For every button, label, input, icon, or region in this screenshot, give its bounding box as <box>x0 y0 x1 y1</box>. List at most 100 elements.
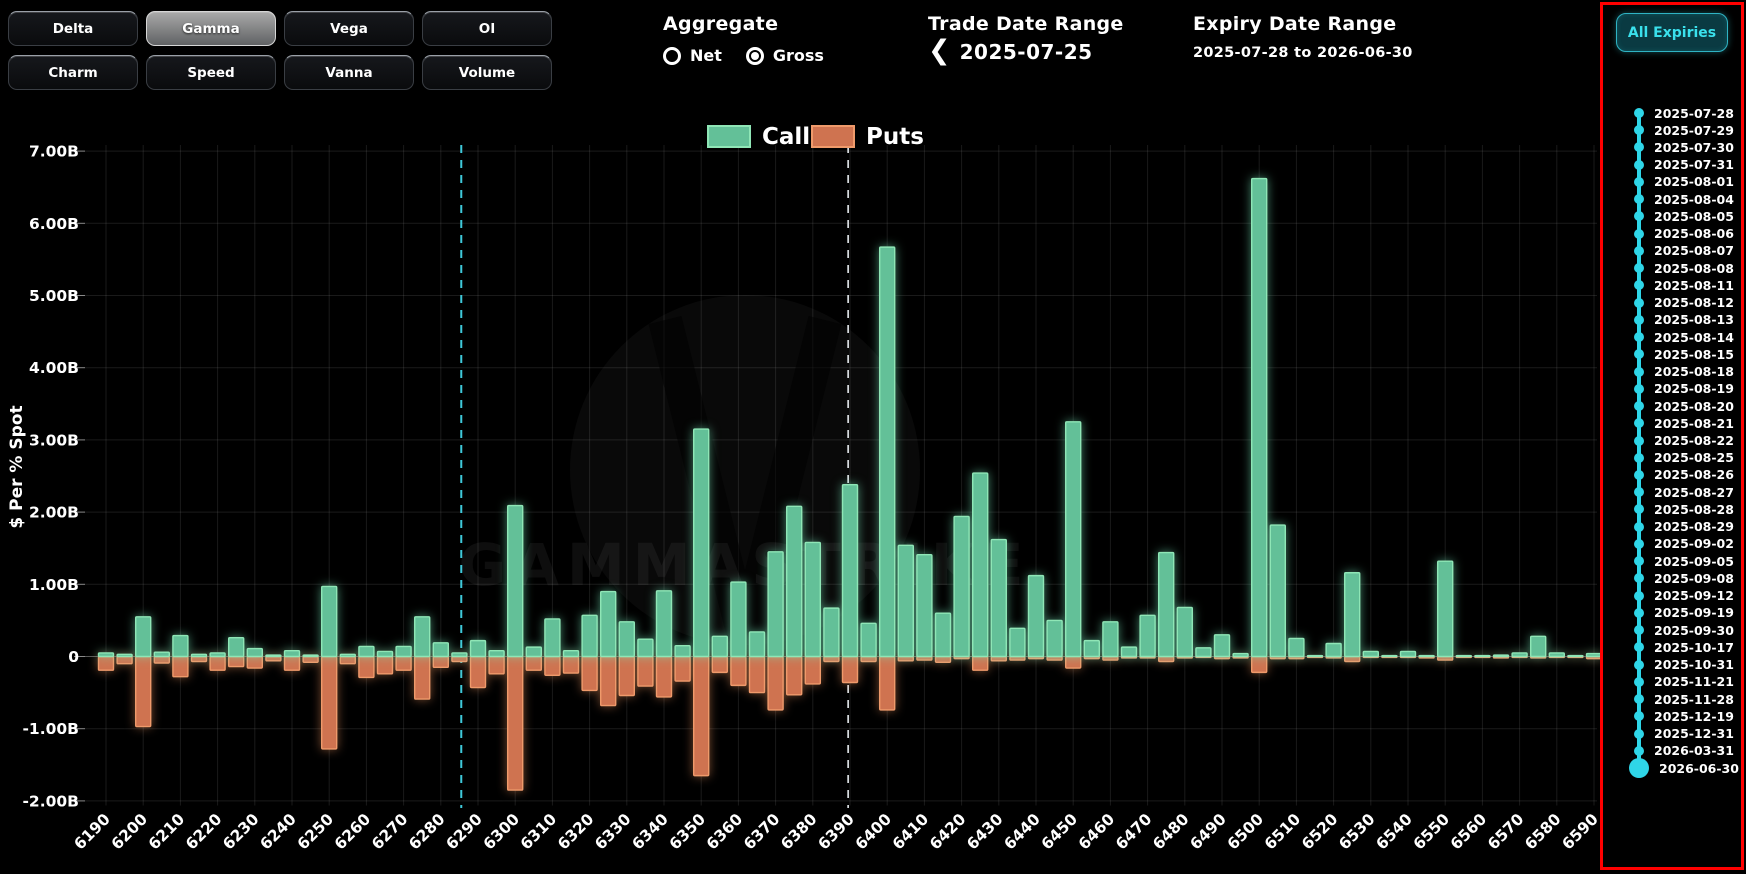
call-bar <box>469 639 487 658</box>
put-bar <box>97 655 115 671</box>
svg-text:6220: 6220 <box>182 810 225 853</box>
expiry-date-label: 2025-07-30 <box>1654 139 1734 155</box>
expiry-range-value: 2025-07-28 to 2026-06-30 <box>1193 45 1413 61</box>
svg-text:6240: 6240 <box>257 810 300 853</box>
expiry-date-label: 2025-08-19 <box>1654 381 1734 397</box>
call-bar <box>1343 572 1361 658</box>
svg-text:6190: 6190 <box>71 810 114 853</box>
call-bar <box>600 590 617 658</box>
put-bar <box>469 655 487 689</box>
put-bar <box>655 655 673 698</box>
greek-button-delta[interactable]: Delta <box>8 11 138 46</box>
expiry-date-label: 2025-08-13 <box>1654 312 1734 328</box>
call-bar <box>916 553 933 658</box>
call-bar <box>674 644 691 658</box>
put-bar <box>507 655 524 791</box>
svg-text:4.00B: 4.00B <box>29 359 79 377</box>
call-bar <box>1362 650 1380 658</box>
svg-text:6250: 6250 <box>294 810 337 853</box>
greek-button-gamma[interactable]: Gamma <box>146 11 276 46</box>
call-bar <box>1176 606 1194 658</box>
expiry-dot-icon <box>1634 418 1644 429</box>
puts-legend-swatch[interactable] <box>811 125 855 148</box>
expiry-date-label: 2025-07-31 <box>1654 157 1734 173</box>
expiry-dot-icon <box>1634 245 1644 256</box>
expiry-dot-icon <box>1634 314 1644 325</box>
call-bar <box>1213 634 1231 658</box>
call-bar <box>1474 654 1491 658</box>
svg-text:6590: 6590 <box>1559 810 1602 853</box>
svg-text:6390: 6390 <box>815 810 858 853</box>
expiry-date-label: 2025-11-28 <box>1654 691 1734 707</box>
expiry-dot-icon <box>1634 538 1644 549</box>
call-bar <box>321 585 338 658</box>
expiry-date-label: 2025-08-26 <box>1654 467 1734 483</box>
puts-legend-label[interactable]: Puts <box>866 124 924 150</box>
trade-date-title: Trade Date Range <box>928 13 1124 35</box>
calls-legend-swatch[interactable] <box>707 125 751 148</box>
expiry-date-label: 2025-08-28 <box>1654 501 1734 517</box>
svg-text:1.00B: 1.00B <box>29 576 79 594</box>
call-bar <box>1195 647 1212 658</box>
put-bar <box>786 655 803 696</box>
expiry-dot-icon <box>1629 758 1649 778</box>
call-bar <box>227 637 245 658</box>
svg-text:6380: 6380 <box>777 810 820 853</box>
grid-lines <box>85 145 1597 806</box>
expiry-dot-icon <box>1634 194 1644 205</box>
greek-button-charm[interactable]: Charm <box>8 55 138 90</box>
svg-text:3.00B: 3.00B <box>29 431 79 449</box>
expiry-date-label: 2025-08-25 <box>1654 450 1734 466</box>
radio-circle-icon[interactable] <box>663 46 681 65</box>
call-bar <box>97 652 115 658</box>
call-bar <box>860 622 877 658</box>
expiry-date-label: 2025-09-05 <box>1654 553 1734 569</box>
expiry-dot-icon <box>1634 607 1644 618</box>
call-bar <box>172 634 189 658</box>
call-bar <box>655 590 673 658</box>
greek-button-volume[interactable]: Volume <box>422 55 552 90</box>
greek-button-oi[interactable]: OI <box>422 11 552 46</box>
call-bar <box>841 483 859 658</box>
radio-gross[interactable]: Gross <box>745 46 824 65</box>
expiry-dot-icon <box>1634 642 1644 653</box>
radio-circle-icon[interactable] <box>745 46 764 65</box>
expiry-date-label: 2025-08-08 <box>1654 260 1734 276</box>
expiry-date-label: 2025-08-14 <box>1654 329 1734 345</box>
greek-button-grid: Delta Gamma Vega OI Charm Speed Vanna Volume <box>8 11 552 90</box>
call-bar <box>1027 574 1045 658</box>
put-bar <box>302 655 319 663</box>
put-bar <box>804 655 821 685</box>
expiry-date-label: 2025-12-31 <box>1654 726 1734 742</box>
expiry-date-label: 2025-09-08 <box>1654 570 1734 586</box>
put-bar <box>711 655 728 674</box>
call-bar <box>711 635 728 658</box>
put-bar <box>562 655 580 674</box>
expiry-date-label: 2026-03-31 <box>1654 743 1734 759</box>
put-bar <box>525 655 542 671</box>
all-expiries-button[interactable]: All Expiries <box>1616 13 1728 52</box>
expiry-dot-icon <box>1634 469 1644 480</box>
svg-text:0: 0 <box>68 648 79 666</box>
svg-text:6470: 6470 <box>1112 810 1155 853</box>
previous-date-icon[interactable]: ❮ <box>928 35 951 66</box>
put-bar <box>172 655 189 678</box>
greek-button-speed[interactable]: Speed <box>146 55 276 90</box>
svg-text:6490: 6490 <box>1187 810 1230 853</box>
radio-net[interactable]: Net <box>663 46 722 65</box>
y-axis-labels: 7.00B 6.00B 5.00B 4.00B 3.00B 2.00B 1.00B 0 -1.0… <box>23 143 85 810</box>
expiry-date-label: 2025-08-29 <box>1654 519 1734 535</box>
greek-button-vanna[interactable]: Vanna <box>284 55 414 90</box>
expiry-dot-icon <box>1634 383 1644 394</box>
put-bar <box>376 655 394 675</box>
call-bar <box>246 647 264 658</box>
put-bar <box>1064 655 1082 669</box>
expiry-date-label: 2025-08-20 <box>1654 398 1734 414</box>
call-bar <box>1102 621 1119 658</box>
call-bar <box>1381 654 1398 658</box>
expiry-dot-icon <box>1634 487 1644 498</box>
greek-button-vega[interactable]: Vega <box>284 11 414 46</box>
expiry-dot-icon <box>1634 211 1644 222</box>
y-axis-title: $ Per % Spot <box>7 405 27 528</box>
